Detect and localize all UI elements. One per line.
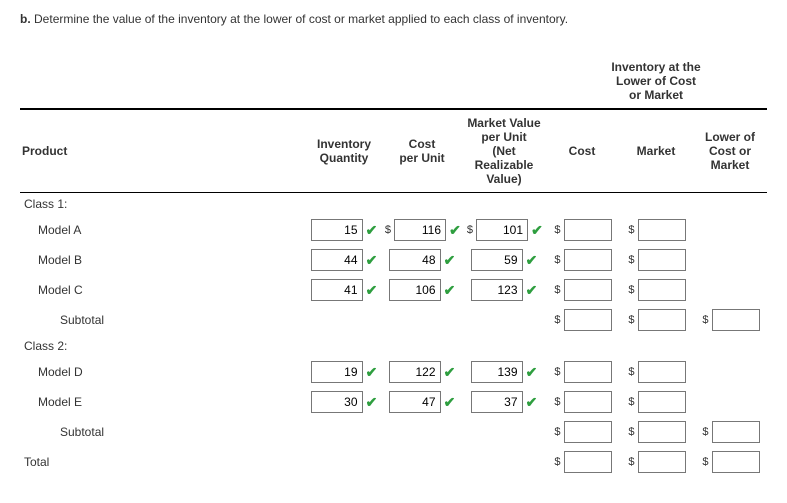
value-input[interactable] <box>638 391 686 413</box>
question-prompt: b. Determine the value of the inventory … <box>20 12 767 26</box>
value-input[interactable] <box>564 421 612 443</box>
check-icon: ✔ <box>526 282 538 299</box>
value-input[interactable] <box>476 219 528 241</box>
col-market: Market <box>619 109 693 193</box>
value-input[interactable] <box>564 309 612 331</box>
row-label: Model B <box>20 245 307 275</box>
value-input[interactable] <box>564 249 612 271</box>
dollar-sign: $ <box>553 456 561 468</box>
value-input[interactable] <box>712 451 760 473</box>
dollar-sign: $ <box>465 224 473 236</box>
check-icon: ✔ <box>449 222 461 239</box>
check-icon: ✔ <box>526 364 538 381</box>
subtotal-label: Subtotal <box>20 417 307 447</box>
check-icon: ✔ <box>444 252 456 269</box>
value-input[interactable] <box>389 361 441 383</box>
value-input[interactable] <box>471 361 523 383</box>
table-row: Model E ✔ ✔ ✔ $ $ <box>20 387 767 417</box>
col-qty: InventoryQuantity <box>307 109 381 193</box>
dollar-sign: $ <box>627 396 635 408</box>
inventory-table: Inventory at theLower of Costor Market P… <box>20 56 767 477</box>
value-input[interactable] <box>638 451 686 473</box>
value-input[interactable] <box>311 249 363 271</box>
dollar-sign: $ <box>383 224 391 236</box>
dollar-sign: $ <box>627 284 635 296</box>
dollar-sign: $ <box>553 314 561 326</box>
value-input[interactable] <box>394 219 446 241</box>
dollar-sign: $ <box>553 366 561 378</box>
row-label: Model C <box>20 275 307 305</box>
dollar-sign: $ <box>553 254 561 266</box>
value-input[interactable] <box>389 279 441 301</box>
value-input[interactable] <box>311 279 363 301</box>
value-input[interactable] <box>389 391 441 413</box>
value-input[interactable] <box>712 421 760 443</box>
dollar-sign: $ <box>553 284 561 296</box>
question-prefix: b. <box>20 12 31 26</box>
col-mv-unit: Market Valueper Unit(Net Realizable Valu… <box>463 109 545 193</box>
dollar-sign: $ <box>553 396 561 408</box>
value-input[interactable] <box>638 361 686 383</box>
check-icon: ✔ <box>444 394 456 411</box>
check-icon: ✔ <box>444 364 456 381</box>
value-input[interactable] <box>638 219 686 241</box>
value-input[interactable] <box>638 279 686 301</box>
value-input[interactable] <box>311 391 363 413</box>
row-label: Model A <box>20 215 307 245</box>
value-input[interactable] <box>564 391 612 413</box>
col-lcm: Lower of Cost or Market <box>693 109 767 193</box>
col-product: Product <box>20 109 307 193</box>
value-input[interactable] <box>638 309 686 331</box>
total-label: Total <box>20 447 307 477</box>
value-input[interactable] <box>471 391 523 413</box>
check-icon: ✔ <box>366 252 378 269</box>
class-header: Class 2: <box>20 335 767 357</box>
col-cost-unit: Costper Unit <box>381 109 463 193</box>
question-text: Determine the value of the inventory at … <box>34 12 568 26</box>
dollar-sign: $ <box>701 456 709 468</box>
check-icon: ✔ <box>366 394 378 411</box>
value-input[interactable] <box>389 249 441 271</box>
col-cost: Cost <box>545 109 619 193</box>
value-input[interactable] <box>564 279 612 301</box>
dollar-sign: $ <box>627 314 635 326</box>
value-input[interactable] <box>638 249 686 271</box>
dollar-sign: $ <box>627 254 635 266</box>
subtotal-label: Subtotal <box>20 305 307 335</box>
table-row: Model B ✔ ✔ ✔ $ $ <box>20 245 767 275</box>
check-icon: ✔ <box>531 222 543 239</box>
dollar-sign: $ <box>553 426 561 438</box>
value-input[interactable] <box>638 421 686 443</box>
header-group: Inventory at theLower of Costor Market <box>545 56 767 109</box>
check-icon: ✔ <box>366 364 378 381</box>
table-row: Model A ✔ $ ✔ $ ✔ $ $ <box>20 215 767 245</box>
dollar-sign: $ <box>627 366 635 378</box>
value-input[interactable] <box>564 451 612 473</box>
dollar-sign: $ <box>553 224 561 236</box>
value-input[interactable] <box>712 309 760 331</box>
value-input[interactable] <box>471 279 523 301</box>
value-input[interactable] <box>564 361 612 383</box>
table-row: Model D ✔ ✔ ✔ $ $ <box>20 357 767 387</box>
dollar-sign: $ <box>627 426 635 438</box>
check-icon: ✔ <box>444 282 456 299</box>
dollar-sign: $ <box>701 314 709 326</box>
value-input[interactable] <box>471 249 523 271</box>
class-header: Class 1: <box>20 193 767 216</box>
value-input[interactable] <box>564 219 612 241</box>
dollar-sign: $ <box>701 426 709 438</box>
check-icon: ✔ <box>526 394 538 411</box>
check-icon: ✔ <box>526 252 538 269</box>
value-input[interactable] <box>311 219 363 241</box>
dollar-sign: $ <box>627 224 635 236</box>
table-row: Model C ✔ ✔ ✔ $ $ <box>20 275 767 305</box>
row-label: Model D <box>20 357 307 387</box>
dollar-sign: $ <box>627 456 635 468</box>
row-label: Model E <box>20 387 307 417</box>
check-icon: ✔ <box>366 282 378 299</box>
check-icon: ✔ <box>366 222 378 239</box>
value-input[interactable] <box>311 361 363 383</box>
